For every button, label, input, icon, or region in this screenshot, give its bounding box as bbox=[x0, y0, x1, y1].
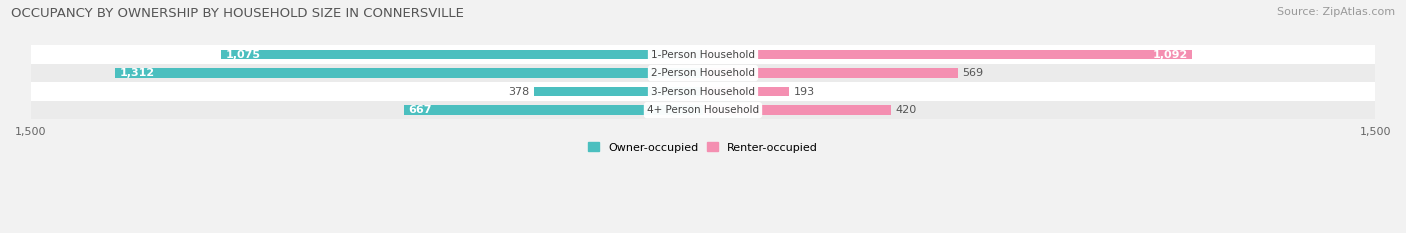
Bar bbox=[115, 68, 703, 78]
Text: 193: 193 bbox=[794, 87, 815, 97]
Bar bbox=[703, 50, 1192, 59]
Bar bbox=[31, 45, 1375, 64]
Bar bbox=[221, 50, 703, 59]
Text: 1,075: 1,075 bbox=[226, 50, 260, 60]
Bar bbox=[703, 68, 957, 78]
Bar bbox=[534, 87, 703, 96]
Bar bbox=[703, 87, 790, 96]
Text: 420: 420 bbox=[896, 105, 917, 115]
Text: 1-Person Household: 1-Person Household bbox=[651, 50, 755, 60]
Text: 378: 378 bbox=[508, 87, 529, 97]
Legend: Owner-occupied, Renter-occupied: Owner-occupied, Renter-occupied bbox=[583, 138, 823, 157]
Text: 1,092: 1,092 bbox=[1153, 50, 1188, 60]
Text: Source: ZipAtlas.com: Source: ZipAtlas.com bbox=[1277, 7, 1395, 17]
Text: 4+ Person Household: 4+ Person Household bbox=[647, 105, 759, 115]
Text: 2-Person Household: 2-Person Household bbox=[651, 68, 755, 78]
Text: 1,312: 1,312 bbox=[120, 68, 155, 78]
Bar bbox=[404, 105, 703, 115]
Text: 3-Person Household: 3-Person Household bbox=[651, 87, 755, 97]
Text: 667: 667 bbox=[409, 105, 432, 115]
Text: 569: 569 bbox=[963, 68, 984, 78]
Bar bbox=[703, 105, 891, 115]
Text: OCCUPANCY BY OWNERSHIP BY HOUSEHOLD SIZE IN CONNERSVILLE: OCCUPANCY BY OWNERSHIP BY HOUSEHOLD SIZE… bbox=[11, 7, 464, 20]
Bar bbox=[31, 82, 1375, 101]
Bar bbox=[31, 101, 1375, 120]
Bar bbox=[31, 64, 1375, 82]
